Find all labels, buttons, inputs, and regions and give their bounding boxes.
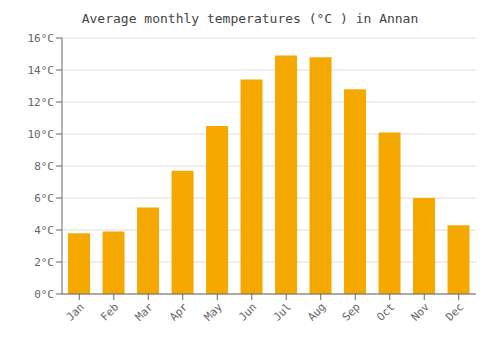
- svg-text:12°C: 12°C: [28, 96, 55, 109]
- svg-text:Dec: Dec: [443, 300, 466, 323]
- svg-text:Mar: Mar: [133, 300, 157, 324]
- svg-text:Oct: Oct: [374, 300, 397, 323]
- svg-text:Jan: Jan: [64, 300, 87, 323]
- svg-text:Aug: Aug: [305, 300, 328, 323]
- svg-text:4°C: 4°C: [34, 224, 54, 237]
- svg-text:2°C: 2°C: [34, 256, 54, 269]
- svg-text:Feb: Feb: [98, 300, 121, 323]
- svg-text:6°C: 6°C: [34, 192, 54, 205]
- svg-text:Sep: Sep: [340, 300, 363, 323]
- html-text:Average monthly temperatures (: Average monthly temperatures (°C ) in An…: [81, 11, 419, 26]
- svg-text:Nov: Nov: [409, 300, 433, 324]
- svg-text:8°C: 8°C: [34, 160, 54, 173]
- svg-text:Jul: Jul: [271, 300, 294, 323]
- svg-text:0°C: 0°C: [34, 288, 54, 301]
- svg-text:16°C: 16°C: [28, 32, 55, 45]
- svg-text:Apr: Apr: [167, 300, 191, 324]
- svg-text:Jun: Jun: [236, 300, 259, 323]
- svg-text:May: May: [202, 300, 226, 324]
- svg-text:10°C: 10°C: [28, 128, 55, 141]
- svg-text:14°C: 14°C: [28, 64, 55, 77]
